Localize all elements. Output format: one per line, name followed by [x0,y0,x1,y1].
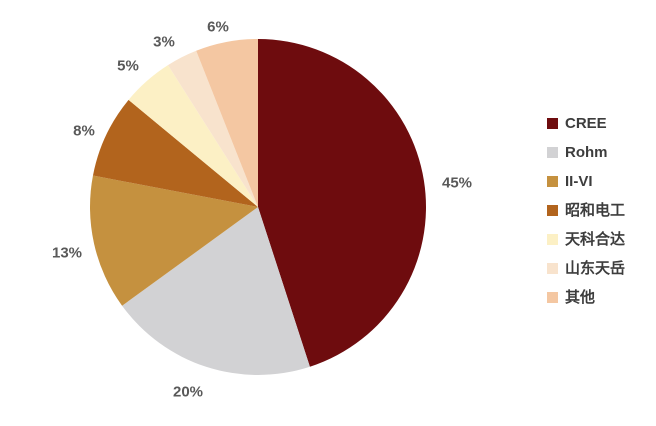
legend-swatch-showa-denko [547,205,558,216]
legend-label-rohm: Rohm [565,144,608,161]
legend-label-cree: CREE [565,115,607,132]
legend-item-showa-denko: 昭和电工 [547,196,625,225]
pie-slice-shandong-tianyue [167,50,258,207]
legend-item-cree: CREE [547,109,625,138]
legend-item-tianke-heda: 天科合达 [547,225,625,254]
pie-slice-ii-vi [90,175,259,306]
slice-label-ii-vi: 13% [52,245,82,262]
slice-label-shandong-tianyue: 3% [153,34,175,51]
legend-label-others: 其他 [565,289,596,306]
legend-item-shandong-tianyue: 山东天岳 [547,254,625,283]
legend-item-ii-vi: II-VI [547,167,625,196]
legend-swatch-shandong-tianyue [547,263,558,274]
slice-label-tianke-heda: 5% [117,58,139,75]
legend-swatch-others [547,292,558,303]
legend-label-tianke-heda: 天科合达 [565,231,626,248]
slice-label-others: 6% [207,19,229,36]
legend-label-ii-vi: II-VI [565,173,593,190]
pie-slice-showa-denko [92,99,258,207]
legend-swatch-ii-vi [547,176,558,187]
slice-label-rohm: 20% [173,384,203,401]
chart-legend: CREE Rohm II-VI 昭和电工 天科合达 山东天岳 其他 [547,109,625,312]
legend-item-rohm: Rohm [547,138,625,167]
legend-label-showa-denko: 昭和电工 [565,202,626,219]
legend-item-others: 其他 [547,283,625,312]
slice-label-showa-denko: 8% [73,123,95,140]
legend-swatch-rohm [547,147,558,158]
pie-slice-others [196,39,258,207]
pie-slice-tianke-heda [128,65,258,208]
pie-slice-cree [258,39,427,367]
legend-swatch-cree [547,118,558,129]
slice-label-cree: 45% [442,175,472,192]
legend-label-shandong-tianyue: 山东天岳 [565,260,626,277]
legend-swatch-tianke-heda [547,234,558,245]
pie-slice-rohm [122,207,310,375]
